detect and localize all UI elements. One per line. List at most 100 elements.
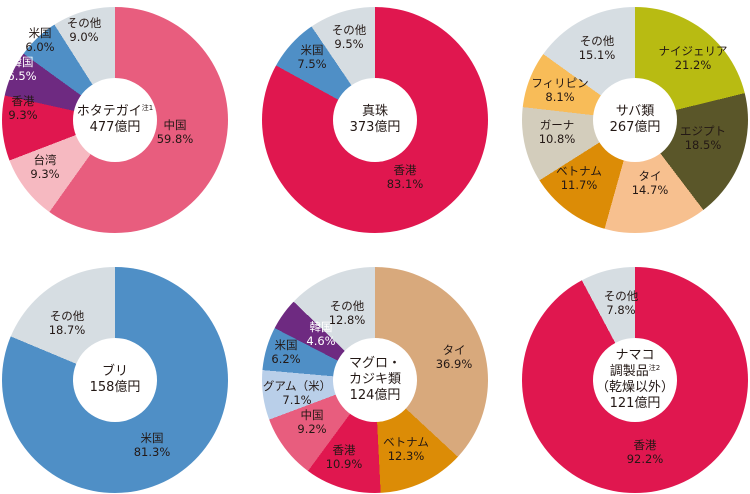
slice-label: ベトナム 12.3% [383,435,429,463]
footnote-marker: 注1 [141,104,154,112]
donut-chart-3: サバ類 267億円 [522,7,748,233]
slice-percent: 7.8% [606,303,636,317]
center-label-line: 158億円 [90,380,141,396]
slice-name: その他 [579,34,615,48]
slice-percent: 6.5% [7,69,37,83]
slice-label: その他 15.1% [579,34,616,62]
slice-name: 香港 [332,443,356,457]
slice-name: その他 [66,16,102,30]
slice-name: ナイジェリア [658,44,728,58]
slice-label: フィリピン 8.1% [531,76,588,104]
slice-label: 香港 83.1% [387,163,424,191]
slice-name: その他 [331,23,367,37]
slice-percent: 10.9% [325,457,363,471]
slice-name: 韓国 [309,320,333,334]
slice-name: 米国 [28,26,52,40]
slice-percent: 7.5% [297,57,327,71]
center-label-line: 267億円 [610,120,661,136]
slice-label: 香港 92.2% [627,438,664,466]
slice-label: 米国 81.3% [134,431,171,459]
slice-label: 中国 59.8% [157,118,194,146]
slice-label: その他 9.5% [332,23,367,51]
slice-label: その他 18.7% [49,309,86,337]
slice-label: エジプト 18.5% [680,124,726,152]
slice-label: 米国 7.5% [297,43,326,71]
center-label-text: 477億円 [89,120,141,135]
slice-label: その他 12.8% [329,299,366,327]
slice-percent: 21.2% [674,58,712,72]
slice-percent: 6.2% [271,352,301,366]
center-label-text: カジキ類 [348,372,401,387]
slice-name: その他 [603,289,639,303]
center-label-line: 373億円 [350,120,401,136]
chart-center-label: サバ類 267億円 [593,78,677,162]
center-label-line: 477億円 [90,120,141,136]
slice-percent: 6.0% [25,40,55,54]
center-label-text: 真珠 [361,104,388,119]
slice-name: タイ [638,169,662,183]
slice-name: 米国 [300,43,324,57]
slice-label: 韓国 4.6% [306,320,335,348]
slice-name: 韓国 [10,55,34,69]
slice-label: 香港 9.3% [8,94,37,122]
center-label-text: 調製品 [609,364,649,379]
slice-percent: 8.1% [545,90,575,104]
slice-percent: 9.3% [30,167,60,181]
slice-label: 中国 9.2% [297,408,326,436]
center-label-line: 121億円 [610,396,661,412]
slice-label: グアム（米） 7.1% [263,379,331,407]
slice-label: その他 7.8% [604,289,639,317]
center-label-text: ホタテガイ [76,104,142,119]
donut-chart-5: マグロ・ カジキ類 124億円 [262,267,488,493]
center-label-text: 158億円 [89,380,141,395]
slice-percent: 15.1% [578,48,616,62]
center-label-line: ナマコ [615,348,654,364]
center-label-text: マグロ・ [348,356,401,371]
slice-name: その他 [49,309,85,323]
chart-center-label: ブリ 158億円 [73,338,157,422]
slice-percent: 81.3% [133,445,171,459]
slice-name: エジプト [680,124,726,138]
footnote-marker: 注2 [648,364,661,372]
slice-label: ガーナ 10.8% [539,118,576,146]
slice-percent: 9.2% [297,422,327,436]
slice-name: ベトナム [556,164,602,178]
slice-percent: 4.6% [306,334,336,348]
slice-name: タイ [442,343,466,357]
slice-percent: 36.9% [435,357,473,371]
slice-name: 香港 [393,163,417,177]
slice-label: タイ 14.7% [632,169,669,197]
slice-percent: 12.3% [387,449,425,463]
slice-percent: 11.7% [560,178,598,192]
center-label-text: ナマコ [615,348,655,363]
center-label-line: 真珠 [362,104,388,120]
center-label-text: 373億円 [349,120,401,135]
slice-label: 香港 10.9% [326,443,363,471]
slice-label: タイ 36.9% [436,343,473,371]
center-label-text: 267億円 [609,120,661,135]
slice-name: フィリピン [531,76,589,90]
slice-percent: 10.8% [538,132,576,146]
slice-label: 韓国 6.5% [7,55,36,83]
slice-percent: 18.7% [48,323,86,337]
slice-name: 中国 [300,408,324,422]
slice-name: ベトナム [383,435,429,449]
center-label-text: （乾燥以外） [595,380,674,395]
slice-name: 香港 [11,94,35,108]
slice-name: ガーナ [539,118,575,132]
center-label-line: マグロ・ [349,356,401,372]
slice-percent: 7.1% [282,393,312,407]
donut-chart-1: ホタテガイ注1 477億円 [2,7,228,233]
center-label-line: 124億円 [350,388,401,404]
slice-label: ナイジェリア 21.2% [659,44,728,72]
center-label-text: ブリ [101,364,128,379]
slice-name: 米国 [140,431,164,445]
center-label-line: （乾燥以外） [596,380,674,396]
slice-name: 台湾 [33,153,57,167]
slice-percent: 59.8% [156,132,194,146]
slice-name: 香港 [633,438,657,452]
donut-chart-2: 真珠 373億円 [262,7,488,233]
chart-center-label: 真珠 373億円 [333,78,417,162]
slice-label: ベトナム 11.7% [556,164,602,192]
slice-label: その他 9.0% [67,16,102,44]
